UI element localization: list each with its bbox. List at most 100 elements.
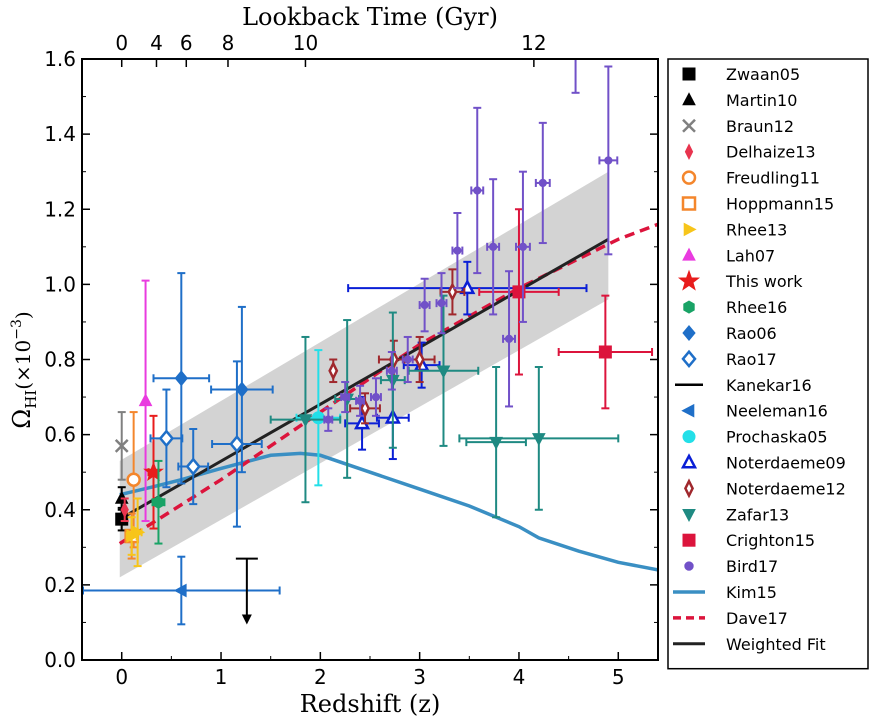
data-point xyxy=(152,495,165,509)
y-axis-label-close: ) xyxy=(11,311,35,319)
legend-entry-noterdaeme12: Noterdaeme12 xyxy=(684,478,846,499)
series-braun12 xyxy=(114,411,129,481)
y-axis-label-main: Ω xyxy=(8,409,36,429)
legend-label: Martin10 xyxy=(726,91,797,110)
legend-marker xyxy=(681,349,697,369)
legend-marker xyxy=(684,561,694,571)
x-axis-label: Redshift (z) xyxy=(300,690,441,718)
series-rhee16 xyxy=(151,459,166,545)
data-point xyxy=(420,300,429,310)
legend-entry-rao06: Rao06 xyxy=(682,324,777,343)
legend-entry-kim15: Kim15 xyxy=(673,583,777,602)
legend-label: Rao06 xyxy=(726,324,777,343)
data-point xyxy=(572,18,579,25)
top-tick-label: 4 xyxy=(150,31,163,55)
legend-entry-kanekar16: Kanekar16 xyxy=(675,376,812,395)
data-point xyxy=(538,178,547,188)
data-point xyxy=(174,370,188,387)
x-tick-label: 1 xyxy=(215,665,228,689)
legend-marker xyxy=(682,509,696,522)
series-bird17 xyxy=(323,18,619,432)
x-tick-label: 0 xyxy=(115,665,128,689)
legend-marker xyxy=(681,196,697,211)
fit-confidence-band-layer xyxy=(119,171,609,578)
legend-entry-hoppmann15: Hoppmann15 xyxy=(681,195,834,214)
legend-label: Hoppmann15 xyxy=(726,195,834,214)
y-tick-label: 1.4 xyxy=(44,122,76,146)
x-tick-label: 3 xyxy=(413,665,426,689)
data-point xyxy=(298,414,313,428)
data-point xyxy=(185,457,201,476)
data-point xyxy=(436,365,451,379)
legend-marker xyxy=(683,300,695,314)
data-point xyxy=(341,392,350,402)
legend-marker xyxy=(680,453,698,469)
data-point xyxy=(173,583,187,598)
legend-marker xyxy=(682,92,696,106)
data-points-layer xyxy=(82,18,654,626)
legend-entry-prochaska05: Prochaska05 xyxy=(682,428,828,447)
legend-entry-rhee13: Rhee13 xyxy=(683,220,787,239)
data-point xyxy=(453,246,462,255)
top-tick-label: 8 xyxy=(222,31,235,55)
axes-layer: 0 1 2 3 4 50.00.20.40.60.81.01.21.41.60 4 6 8 10 1… xyxy=(44,31,658,689)
top-tick-label: 10 xyxy=(293,31,318,55)
legend-entry-delhaize13: Delhaize13 xyxy=(684,143,816,162)
legend-label: Delhaize13 xyxy=(726,143,816,162)
legend-entry-dave17: Dave17 xyxy=(673,609,788,628)
legend-label: Dave17 xyxy=(726,609,788,628)
legend-entry-zwaan05: Zwaan05 xyxy=(682,65,800,84)
legend-marker xyxy=(682,325,696,341)
data-point xyxy=(604,156,613,165)
legend-entry-zafar13: Zafar13 xyxy=(682,505,789,524)
legend-entry-rhee16: Rhee16 xyxy=(683,298,787,317)
legend-label: Noterdaeme12 xyxy=(726,479,846,498)
fit-confidence-band xyxy=(119,171,609,578)
legend-marker xyxy=(681,403,695,418)
data-point xyxy=(229,434,245,454)
legend-entry-rao17: Rao17 xyxy=(681,349,777,369)
data-point xyxy=(598,345,612,359)
legend-label: Bird17 xyxy=(726,557,778,576)
legend-marker xyxy=(682,247,696,261)
top-tick-label: 0 xyxy=(115,31,128,55)
data-point xyxy=(371,392,381,402)
data-point xyxy=(414,349,425,370)
legend-label: Lah07 xyxy=(726,246,775,265)
legend-marker xyxy=(682,67,696,81)
y-tick-label: 0.2 xyxy=(44,573,76,597)
series-freudling11 xyxy=(126,411,141,549)
data-point xyxy=(132,525,146,540)
data-point xyxy=(114,439,129,453)
legend-box xyxy=(667,58,869,670)
data-point xyxy=(328,360,339,381)
legend-entry-crighton15: Crighton15 xyxy=(682,531,815,550)
legend-label: Crighton15 xyxy=(726,531,815,550)
top-tick-label: 6 xyxy=(180,31,193,55)
legend-label: Neeleman16 xyxy=(726,402,828,421)
legend-entry-this-work: This work xyxy=(677,269,803,291)
y-tick-label: 1.6 xyxy=(44,47,76,71)
x-tick-label: 4 xyxy=(513,665,526,689)
legend-label: Kanekar16 xyxy=(726,376,812,395)
legend-marker xyxy=(684,478,694,499)
data-point xyxy=(138,393,153,407)
legend-label: Noterdaeme09 xyxy=(726,454,846,473)
data-point xyxy=(489,436,503,450)
legend-entry-freudling11: Freudling11 xyxy=(681,169,820,188)
data-point xyxy=(126,472,141,487)
legend-entry-noterdaeme09: Noterdaeme09 xyxy=(680,453,846,473)
data-point xyxy=(437,299,446,308)
top-axis-label: Lookback Time (Gyr) xyxy=(242,3,498,31)
data-point xyxy=(387,366,396,375)
series-crighton15 xyxy=(478,208,654,410)
legend-marker xyxy=(682,118,696,133)
y-axis-label-exp: −3 xyxy=(9,319,25,340)
series-rhee13 xyxy=(125,497,146,568)
legend-entry-braun12: Braun12 xyxy=(682,117,794,136)
legend-label: Weighted Fit xyxy=(726,635,826,654)
legend-label: Freudling11 xyxy=(726,169,820,188)
data-point xyxy=(324,415,333,424)
data-point xyxy=(504,334,514,343)
data-point xyxy=(403,355,412,364)
